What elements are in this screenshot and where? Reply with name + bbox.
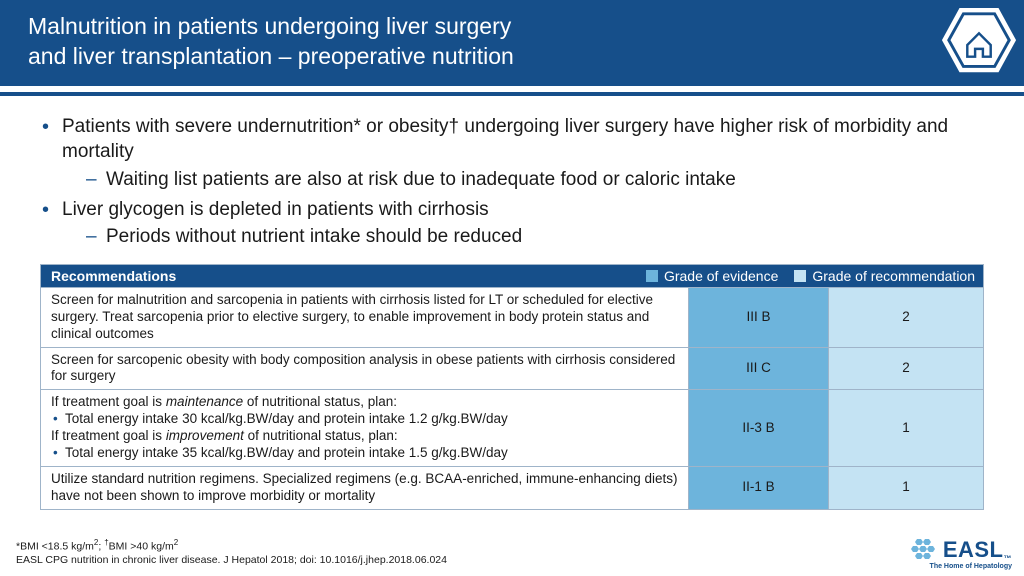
th-recommendations: Recommendations	[41, 265, 638, 287]
logo-tagline: The Home of Hepatology	[909, 563, 1012, 570]
td-recommendation: If treatment goal is maintenance of nutr…	[41, 390, 688, 466]
td-grade: 1	[828, 390, 983, 466]
slide-content: Patients with severe undernutrition* or …	[0, 96, 1024, 510]
footnote-line: *BMI <18.5 kg/m2; †BMI >40 kg/m2	[16, 538, 447, 554]
bullet-item: Patients with severe undernutrition* or …	[40, 114, 984, 193]
table-row: If treatment goal is maintenance of nutr…	[41, 389, 983, 466]
td-recommendation: Utilize standard nutrition regimens. Spe…	[41, 467, 688, 509]
sub-bullet-item: Waiting list patients are also at risk d…	[62, 167, 984, 193]
th-evidence: Grade of evidence	[638, 265, 786, 287]
th-grade: Grade of recommendation	[786, 265, 983, 287]
table-header-row: Recommendations Grade of evidence Grade …	[41, 265, 983, 287]
table-row: Screen for sarcopenic obesity with body …	[41, 347, 983, 390]
td-grade: 1	[828, 467, 983, 509]
td-recommendation: Screen for malnutrition and sarcopenia i…	[41, 288, 688, 347]
td-recommendation: Screen for sarcopenic obesity with body …	[41, 348, 688, 390]
footnote: *BMI <18.5 kg/m2; †BMI >40 kg/m2 EASL CP…	[16, 538, 447, 568]
logo-hex-icon	[909, 537, 939, 563]
table-row: Utilize standard nutrition regimens. Spe…	[41, 466, 983, 509]
easl-logo: EASL™ The Home of Hepatology	[909, 537, 1012, 570]
td-evidence: III C	[688, 348, 828, 390]
logo-text: EASL	[943, 537, 1004, 563]
td-evidence: II-1 B	[688, 467, 828, 509]
td-evidence: III B	[688, 288, 828, 347]
slide-title: Malnutrition in patients undergoing live…	[28, 12, 1004, 72]
td-grade: 2	[828, 348, 983, 390]
home-icon[interactable]	[940, 6, 1018, 76]
bullet-item: Liver glycogen is depleted in patients w…	[40, 197, 984, 250]
td-evidence: II-3 B	[688, 390, 828, 466]
recommendations-table: Recommendations Grade of evidence Grade …	[40, 264, 984, 510]
sub-bullet-item: Periods without nutrient intake should b…	[62, 224, 984, 250]
slide-header: Malnutrition in patients undergoing live…	[0, 0, 1024, 86]
footnote-line: EASL CPG nutrition in chronic liver dise…	[16, 554, 447, 568]
main-bullets: Patients with severe undernutrition* or …	[40, 114, 984, 250]
table-row: Screen for malnutrition and sarcopenia i…	[41, 287, 983, 347]
td-grade: 2	[828, 288, 983, 347]
